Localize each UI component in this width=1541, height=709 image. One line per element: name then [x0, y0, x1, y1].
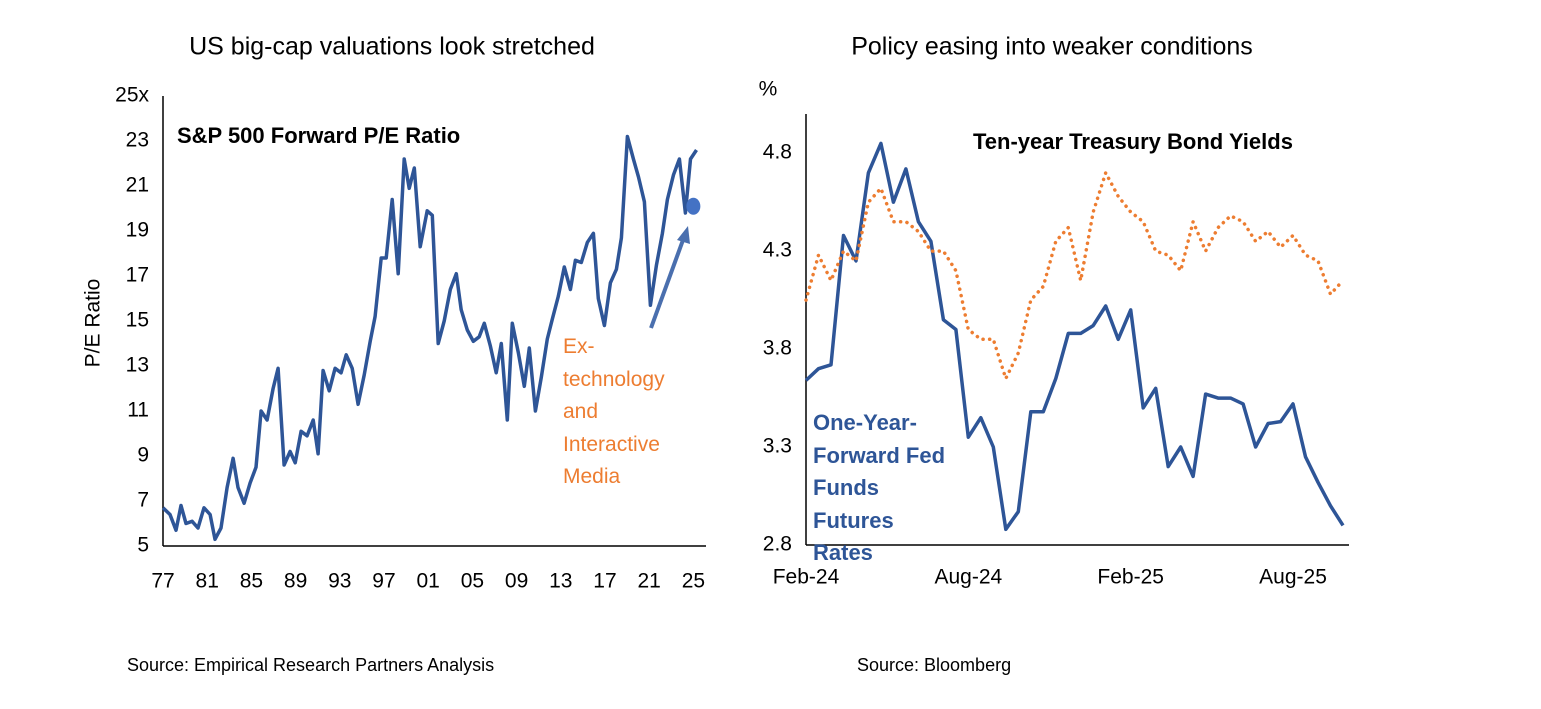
series-line — [804, 171, 1345, 381]
y-tick-label: 23 — [126, 129, 149, 152]
x-tick-label: 77 — [151, 570, 174, 593]
x-tick-label: Feb-24 — [773, 566, 840, 589]
annotation-arrowhead — [677, 226, 690, 244]
y-tick-label: 2.8 — [763, 533, 792, 556]
chart-title: Policy easing into weaker conditions — [851, 33, 1253, 61]
x-tick-label: Aug-24 — [934, 566, 1002, 589]
y-tick-label: 7 — [137, 489, 149, 512]
y-tick-label: 11 — [127, 399, 149, 422]
y-tick-label: 3.8 — [763, 337, 792, 360]
y-tick-label: 19 — [126, 219, 149, 242]
x-tick-label: 13 — [549, 570, 572, 593]
y-tick-label: 4.3 — [763, 239, 792, 262]
y-tick-label: 4.8 — [763, 141, 792, 164]
y-tick-label: 13 — [126, 354, 149, 377]
x-tick-label: 01 — [417, 570, 440, 593]
y-tick-label: 15 — [126, 309, 149, 332]
x-tick-label: Aug-25 — [1259, 566, 1327, 589]
x-tick-label: 81 — [196, 570, 219, 593]
chart-title: US big-cap valuations look stretched — [189, 33, 595, 61]
y-tick-label: 3.3 — [763, 435, 792, 458]
series-line — [161, 134, 698, 542]
series-label: One-Year-Forward Fed Funds Futures Rates — [813, 410, 946, 565]
x-tick-label: 05 — [461, 570, 484, 593]
annotation-arrow — [649, 239, 685, 329]
annotation: Ex-technology and Interactive Media — [563, 335, 665, 488]
y-tick-label: 21 — [126, 174, 149, 197]
x-tick-label: Feb-25 — [1097, 566, 1164, 589]
y-axis-label: P/E Ratio — [82, 279, 105, 368]
highlight-point — [686, 197, 701, 215]
x-tick-label: 93 — [328, 570, 351, 593]
x-tick-label: 17 — [593, 570, 616, 593]
y-tick-label: 5 — [137, 534, 149, 557]
x-tick-label: 97 — [372, 570, 395, 593]
source-note: Source: Empirical Research Partners Anal… — [127, 655, 494, 675]
x-tick-label: 89 — [284, 570, 307, 593]
x-tick-label: 85 — [240, 570, 263, 593]
series-line — [804, 141, 1345, 532]
y-tick-label: 17 — [126, 264, 149, 287]
x-tick-label: 09 — [505, 570, 528, 593]
x-tick-label: 21 — [637, 570, 660, 593]
source-note: Source: Bloomberg — [857, 655, 1011, 675]
y-tick-label: 25x — [115, 84, 149, 107]
x-tick-label: 25 — [682, 570, 705, 593]
series-label: S&P 500 Forward P/E Ratio — [177, 123, 460, 148]
series-label: Ten-year Treasury Bond Yields — [973, 129, 1293, 154]
y-tick-label: 9 — [137, 444, 149, 467]
y-axis-unit: % — [759, 78, 778, 101]
